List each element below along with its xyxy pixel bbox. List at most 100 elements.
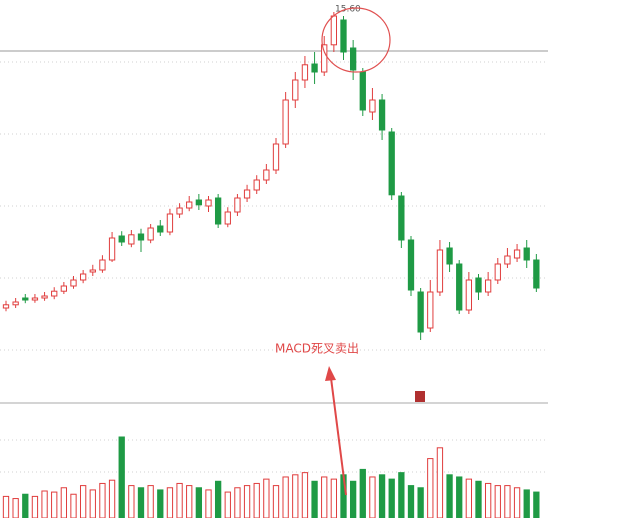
volume-bar: [51, 491, 58, 518]
candle-body: [31, 297, 39, 301]
candle-body: [427, 291, 434, 329]
volume-bar: [484, 482, 492, 518]
volume-bar: [311, 480, 318, 518]
volume-bar: [137, 487, 145, 518]
candle-body: [407, 239, 415, 291]
candle-body: [359, 71, 366, 111]
candle-body: [292, 79, 299, 101]
candle-body: [340, 19, 347, 53]
volume-bar: [214, 480, 222, 518]
highlight-circle: [321, 7, 391, 73]
candle-body: [147, 227, 154, 241]
high-label: 15.60: [335, 5, 361, 15]
candle-body: [99, 259, 106, 271]
volume-bar: [79, 485, 87, 518]
volume-bar: [330, 478, 338, 518]
candle-body: [398, 195, 405, 241]
volume-bar: [446, 474, 453, 518]
volume-bar: [263, 478, 270, 518]
volume-bar: [118, 436, 125, 518]
volume-bar: [157, 489, 164, 518]
volume-bar: [494, 485, 501, 518]
volume-bar: [407, 485, 415, 518]
volume-bar: [166, 487, 174, 518]
annotation: MACD死叉卖出: [275, 342, 359, 356]
candle-body: [484, 279, 492, 293]
candle-body: [108, 237, 116, 261]
candle-body: [263, 169, 270, 181]
marks: [2, 12, 540, 518]
volume-bar: [475, 480, 482, 518]
candle-body: [243, 189, 251, 199]
volume-bar: [427, 458, 434, 518]
candle-body: [186, 201, 193, 209]
arrow-head: [325, 366, 336, 381]
volume-bar: [60, 487, 68, 518]
candle-body: [494, 263, 501, 281]
candle-body: [475, 277, 482, 293]
candle-body: [321, 44, 328, 73]
volume-bar: [359, 468, 366, 518]
volume-bar: [22, 493, 29, 518]
volume-bar: [195, 487, 203, 518]
volume-bar: [369, 476, 376, 518]
candle-body: [79, 273, 87, 281]
volume-bar: [378, 474, 386, 518]
volume-bar: [89, 489, 96, 518]
volume-bar: [31, 495, 39, 518]
volume-bar: [186, 485, 193, 518]
candle-body: [195, 199, 203, 206]
grid: [0, 61, 548, 473]
arrow-shaft: [330, 377, 347, 496]
volume-bar: [243, 485, 251, 518]
candle-body: [456, 263, 463, 311]
candle-body: [214, 197, 222, 225]
candle-body: [224, 211, 231, 225]
candle-body: [2, 304, 10, 309]
volume-bar: [2, 495, 10, 518]
volume-bar: [147, 485, 154, 518]
candle-body: [70, 279, 77, 287]
volume-bar: [301, 472, 309, 518]
candle-body: [388, 131, 395, 196]
volume-bar: [99, 482, 106, 518]
candle-body: [166, 213, 174, 233]
volume-bar: [205, 489, 212, 518]
candle-body: [436, 249, 444, 293]
volume-bar: [388, 478, 395, 518]
volume-bar: [224, 491, 231, 518]
volume-bar: [272, 485, 280, 518]
marker-icon: [415, 391, 425, 402]
candle-body: [253, 179, 260, 191]
volume-bar: [176, 482, 183, 518]
candle-body: [417, 291, 424, 333]
candle-body: [504, 255, 511, 265]
candle-body: [523, 247, 530, 261]
volume-bar: [533, 491, 540, 518]
candle-body: [330, 15, 338, 46]
volume-bar: [398, 472, 405, 518]
candle-body: [176, 207, 183, 215]
volume-bar: [12, 498, 19, 518]
candle-body: [51, 290, 58, 297]
volume-bar: [108, 479, 116, 518]
candle-body: [12, 301, 19, 306]
volume-bar: [504, 485, 511, 518]
volume-bar: [70, 493, 77, 518]
candle-body: [378, 99, 386, 131]
volume-bar: [417, 487, 424, 518]
volume-bar: [513, 487, 521, 518]
candle-body: [157, 225, 164, 233]
volume-bar: [349, 480, 357, 518]
volume-bar: [456, 476, 463, 518]
candle-body: [41, 295, 48, 299]
candle-body: [89, 269, 96, 273]
candle-body: [301, 64, 309, 81]
candle-body: [128, 234, 135, 245]
candle-body: [272, 143, 280, 171]
candle-body: [311, 63, 318, 73]
volume-bar: [41, 490, 48, 518]
candle-body: [465, 279, 473, 311]
candle-body: [369, 99, 376, 113]
